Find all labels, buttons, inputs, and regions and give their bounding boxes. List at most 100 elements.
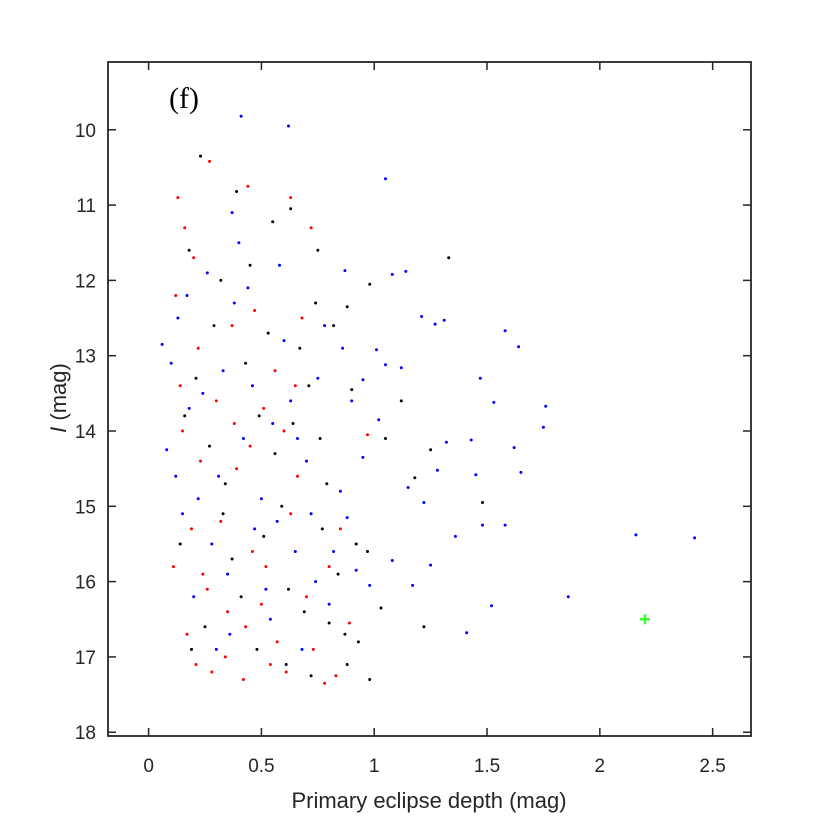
data-point xyxy=(341,346,345,350)
data-point xyxy=(345,516,349,520)
data-point xyxy=(350,388,354,392)
data-point xyxy=(517,345,521,349)
data-point xyxy=(375,348,378,352)
data-point xyxy=(327,602,331,606)
highlight-plus-marker xyxy=(639,614,650,625)
data-point xyxy=(185,294,189,297)
y-tick-label: 17 xyxy=(75,648,96,669)
data-point xyxy=(287,587,290,591)
x-axis-title: Primary eclipse depth (mag) xyxy=(291,788,566,813)
data-point xyxy=(444,440,448,444)
x-tick-label: 2 xyxy=(595,756,606,777)
data-point xyxy=(289,512,293,516)
data-point xyxy=(284,670,288,674)
data-point xyxy=(259,497,263,501)
data-point xyxy=(334,674,338,678)
data-point xyxy=(368,678,372,681)
data-point xyxy=(171,565,175,569)
data-point xyxy=(316,248,320,252)
data-point xyxy=(169,361,173,365)
data-point xyxy=(323,324,327,328)
data-point xyxy=(268,663,272,666)
x-tick-label: 0 xyxy=(143,756,154,777)
data-point xyxy=(406,486,410,489)
data-point xyxy=(282,339,286,343)
data-point xyxy=(305,459,308,463)
data-point xyxy=(268,617,272,621)
data-point xyxy=(241,437,245,440)
data-point xyxy=(309,226,313,230)
data-point xyxy=(503,523,507,527)
data-point xyxy=(208,159,211,163)
data-point xyxy=(338,527,342,531)
data-point xyxy=(366,550,369,553)
x-axis-ticks: 0 0.5 1 1.5 2 2.5 xyxy=(143,62,726,777)
data-point xyxy=(232,301,236,305)
data-point xyxy=(235,190,239,193)
data-point xyxy=(257,414,261,418)
data-point xyxy=(196,346,200,350)
data-point xyxy=(214,399,218,403)
data-point xyxy=(264,565,268,569)
data-point xyxy=(350,399,354,403)
data-point xyxy=(241,678,245,681)
data-point xyxy=(228,632,232,636)
data-point xyxy=(379,606,383,610)
data-point xyxy=(199,459,202,463)
plot-frame xyxy=(107,61,752,737)
data-point xyxy=(453,534,457,538)
data-point xyxy=(435,468,439,472)
x-tick-label: 1.5 xyxy=(474,756,500,777)
data-point xyxy=(325,482,329,486)
data-point xyxy=(237,241,241,245)
data-point xyxy=(187,248,191,252)
data-point xyxy=(354,542,358,546)
data-point xyxy=(345,663,349,666)
data-point xyxy=(481,523,484,527)
data-point xyxy=(289,399,293,403)
data-point xyxy=(404,269,408,273)
data-point xyxy=(210,670,214,674)
data-point xyxy=(422,625,426,629)
data-point xyxy=(221,512,225,516)
data-point xyxy=(185,632,189,636)
data-point xyxy=(244,625,248,629)
data-point xyxy=(201,391,205,395)
data-point xyxy=(354,568,358,572)
data-point xyxy=(244,361,248,365)
y-axis-title: I (mag) xyxy=(46,363,71,433)
data-point xyxy=(316,376,320,380)
data-point xyxy=(192,595,196,599)
data-point xyxy=(422,501,426,504)
data-point xyxy=(275,640,279,644)
data-point xyxy=(368,282,372,286)
data-point xyxy=(208,444,211,448)
data-point xyxy=(361,378,365,382)
data-point xyxy=(347,621,351,625)
data-point xyxy=(338,489,342,493)
data-point xyxy=(253,309,257,312)
data-point xyxy=(544,404,548,408)
data-point xyxy=(323,681,327,685)
panel-label: (f) xyxy=(169,82,199,115)
data-point xyxy=(384,437,387,440)
data-point xyxy=(248,263,252,267)
data-point xyxy=(199,154,202,158)
data-point xyxy=(259,602,263,606)
data-point xyxy=(481,501,484,504)
data-point xyxy=(230,211,234,215)
data-point xyxy=(356,640,360,644)
data-point xyxy=(174,294,178,297)
y-axis-unit: (mag) xyxy=(46,363,71,427)
data-point xyxy=(181,429,184,433)
data-point xyxy=(239,595,243,599)
data-point xyxy=(264,587,268,591)
data-point xyxy=(343,632,347,636)
data-point xyxy=(192,256,196,260)
y-tick-label: 11 xyxy=(76,196,96,217)
data-point xyxy=(384,177,387,181)
data-point xyxy=(255,647,259,651)
x-tick-label: 0.5 xyxy=(248,756,274,777)
data-point xyxy=(311,647,315,651)
